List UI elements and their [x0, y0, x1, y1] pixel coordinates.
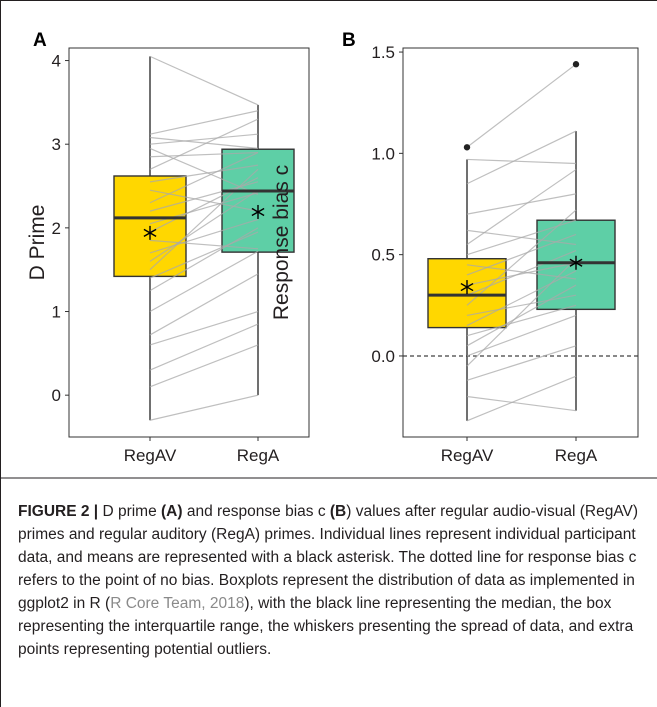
participant-line	[466, 314, 577, 357]
caption-text-4: ), with the black line representing the …	[18, 595, 634, 658]
participant-line	[149, 231, 259, 279]
figure-caption: FIGURE 2 | D prime (A) and response bias…	[18, 500, 638, 661]
x-tick-label: RegAV	[441, 446, 494, 465]
mean-asterisk-regav	[460, 280, 474, 295]
participant-line	[149, 189, 259, 212]
participant-line	[149, 133, 259, 145]
participant-line	[149, 151, 259, 158]
y-tick-label: 3	[52, 135, 61, 154]
citation-link[interactable]: R Core Team, 2018	[110, 595, 245, 612]
y-tick-label: 0.5	[371, 246, 395, 265]
participant-line	[149, 394, 259, 421]
participant-line	[466, 270, 577, 327]
participant-line	[466, 258, 577, 367]
participant-line	[466, 375, 577, 422]
participant-line	[466, 395, 577, 412]
participant-line	[149, 218, 259, 254]
panel-label: A	[33, 30, 47, 51]
participant-line	[149, 168, 259, 271]
box-rega	[221, 148, 295, 253]
mean-asterisk-regav	[143, 225, 157, 240]
participant-line	[149, 55, 259, 106]
panel-label: B	[342, 30, 356, 51]
participant-line	[466, 130, 577, 185]
plot-border	[402, 47, 639, 438]
participant-line	[466, 294, 577, 317]
participant-line	[149, 273, 259, 336]
participant-line	[149, 310, 259, 346]
participant-line	[149, 136, 259, 149]
x-tick-label: RegA	[555, 446, 598, 465]
y-tick-label: 4	[52, 52, 61, 71]
y-axis-label: D Prime	[26, 205, 49, 281]
participant-line	[466, 345, 577, 381]
participant-line	[149, 110, 259, 135]
panel-a: A 0 1 2 3 4 RegAV RegA D Prime	[26, 30, 310, 465]
y-axis-label: Response bias c	[270, 165, 293, 320]
participant-line	[149, 164, 259, 183]
outlier-point-rega	[572, 61, 580, 68]
caption-panel-b-ref: (B	[329, 503, 347, 520]
x-tick-label: RegAV	[124, 446, 177, 465]
plot-border	[68, 47, 310, 438]
y-tick-label: 1.5	[371, 43, 395, 62]
participant-line	[149, 118, 259, 170]
participant-line	[466, 233, 577, 276]
y-tick-label: 2	[52, 219, 61, 238]
participant-line	[466, 169, 577, 246]
caption-text-2: and response bias c	[182, 503, 330, 520]
participant-line	[466, 284, 577, 347]
participant-line	[466, 193, 577, 215]
participant-line	[466, 63, 577, 148]
participant-line	[149, 323, 259, 371]
caption-text-3: ) values after regular audio-visual (Reg…	[18, 503, 639, 612]
participant-line	[466, 262, 577, 286]
participant-line	[466, 209, 577, 306]
caption-text-1: D prime	[98, 503, 162, 520]
y-tick-label: 0.0	[371, 347, 395, 366]
mean-asterisk-rega	[569, 255, 583, 270]
participant-line	[466, 304, 577, 337]
outlier-point-regav	[463, 144, 471, 151]
participant-line	[149, 344, 259, 388]
x-tick-label: RegA	[237, 446, 280, 465]
mean-asterisk-rega	[251, 204, 265, 219]
participant-line	[149, 152, 259, 204]
panel-b: B 0.0 0.5 1.0 1.5 RegAV RegA Response bias c	[270, 30, 639, 465]
y-tick-label: 0	[52, 386, 61, 405]
participant-line	[149, 239, 259, 250]
y-tick-label: 1	[52, 303, 61, 322]
participant-line	[466, 158, 577, 165]
y-tick-label: 1.0	[371, 144, 395, 163]
caption-panel-a-ref: (A)	[161, 503, 183, 520]
participant-line	[149, 227, 259, 292]
figure-charts: A 0 1 2 3 4 RegAV RegA D Prime B 0.0 0.5 1.0 1.5 RegA…	[26, 30, 639, 465]
participant-line	[149, 250, 259, 313]
participant-line	[466, 250, 577, 296]
figure-label: FIGURE 2 |	[18, 503, 99, 520]
participant-line	[149, 189, 259, 262]
